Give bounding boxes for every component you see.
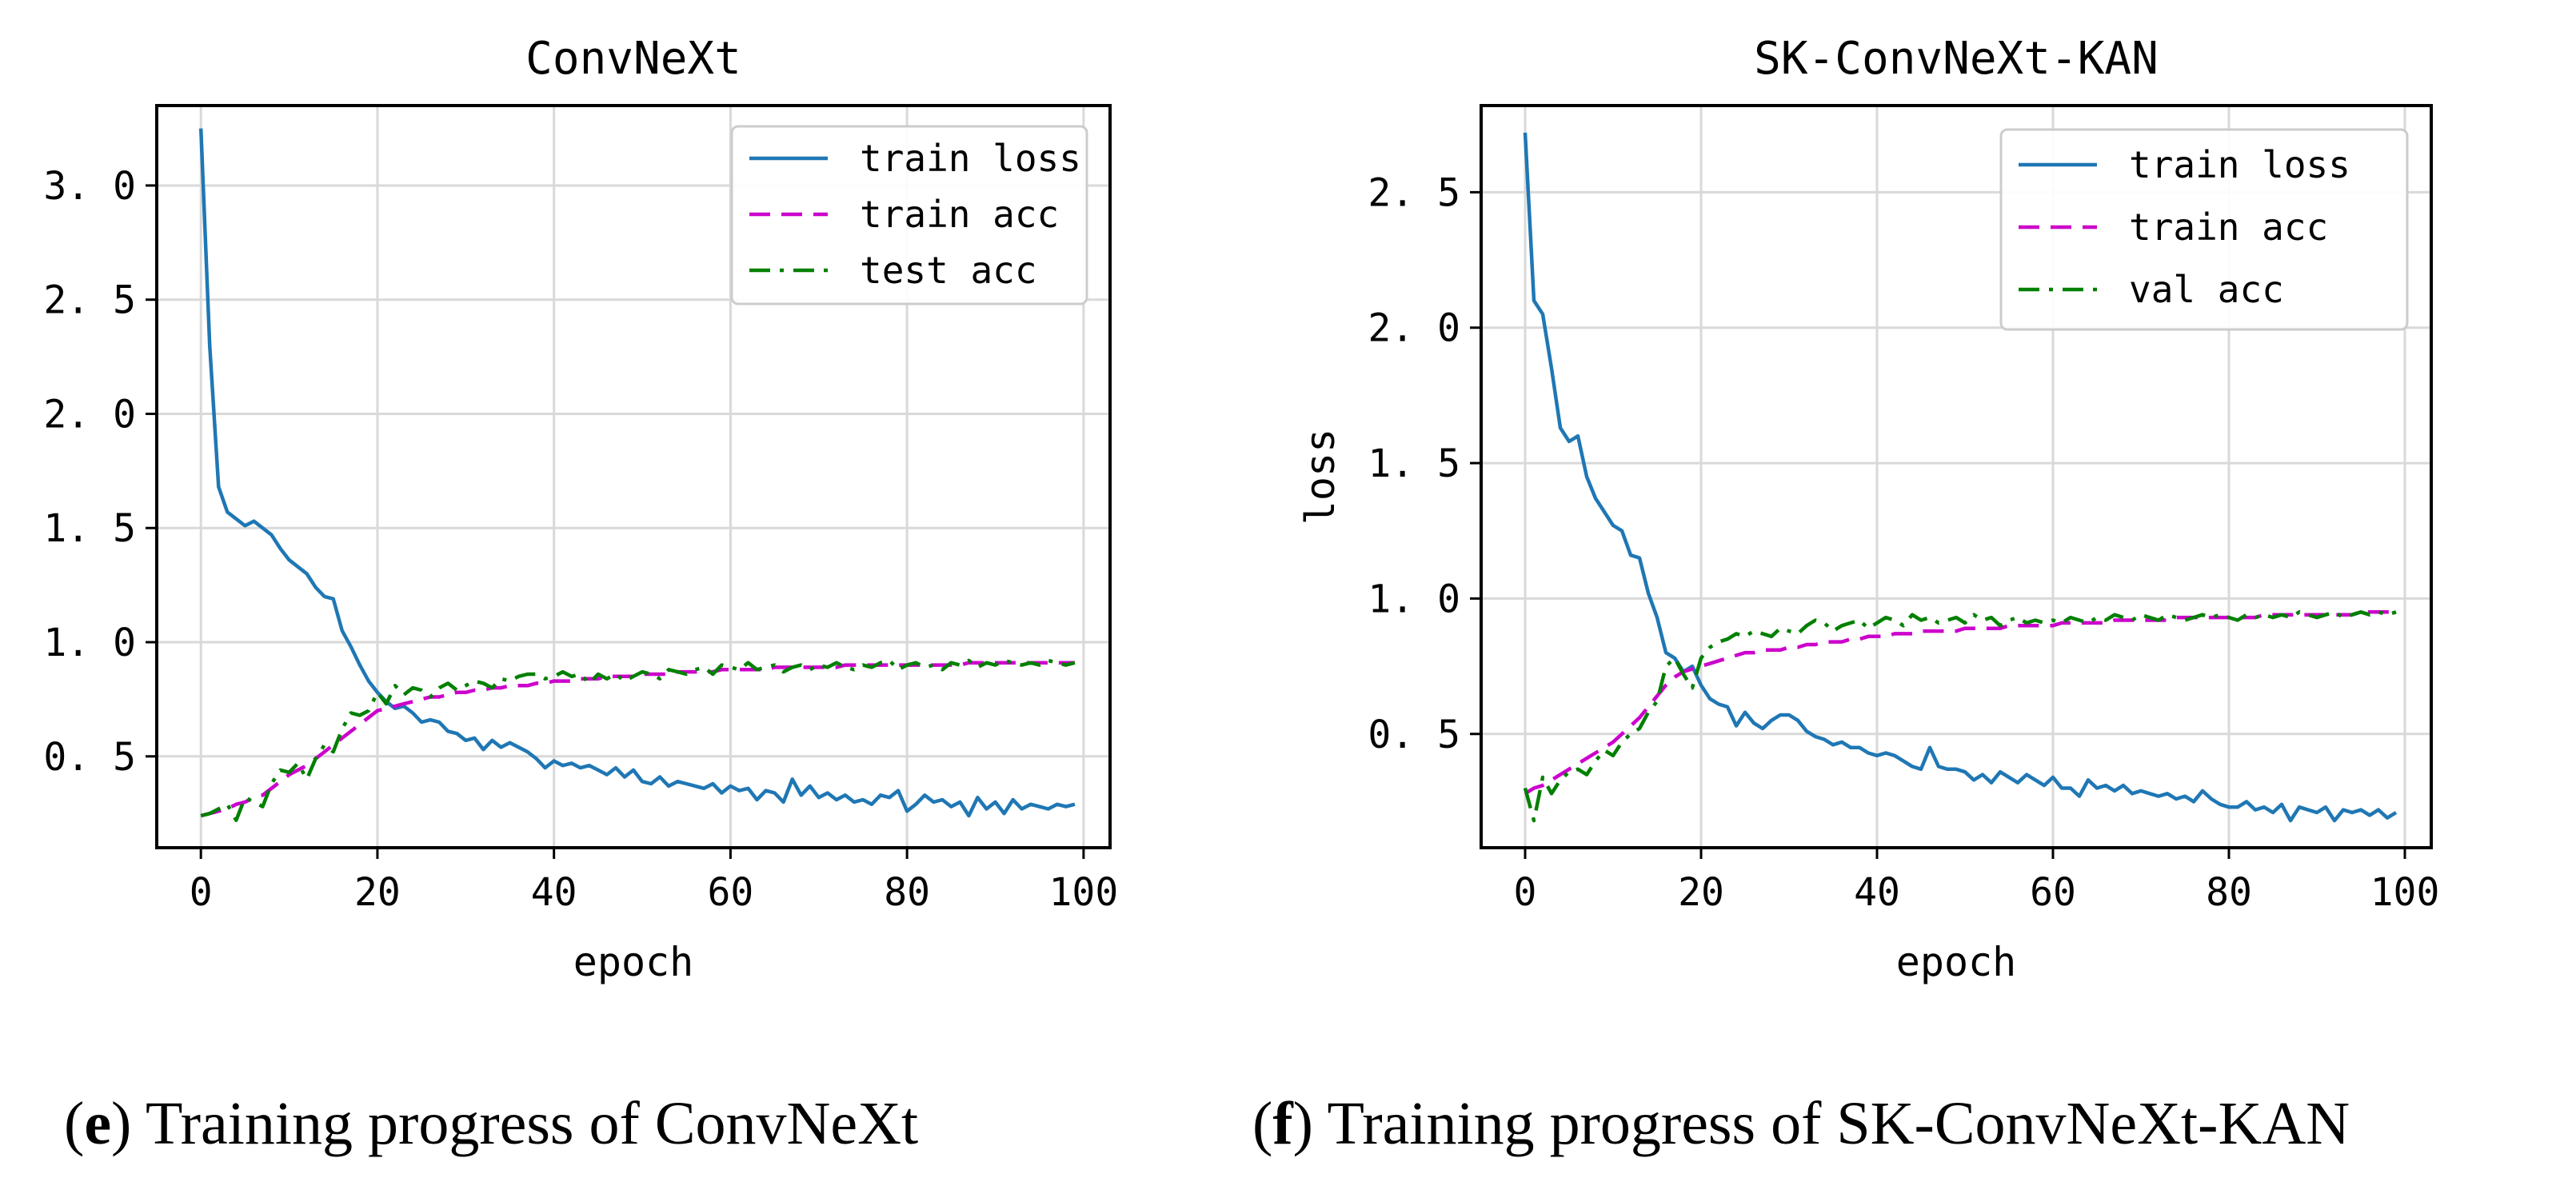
x-axis-label: epoch (1896, 939, 2017, 985)
figure-caption: (f) Training progress of SK-ConvNeXt-KAN (1252, 1090, 2350, 1157)
y-tick-label: 2. 0 (43, 392, 136, 437)
legend-label: test acc (860, 249, 1037, 292)
series-line-test-acc (200, 658, 1076, 822)
legend-label: train loss (860, 137, 1081, 180)
y-tick-label: 2. 5 (43, 278, 136, 323)
y-axis-label: loss (1297, 429, 1344, 525)
legend-label: train loss (2129, 143, 2350, 186)
legend-label: train acc (860, 193, 1059, 236)
y-tick-label: 2. 0 (1368, 306, 1460, 351)
legend-label: val acc (2129, 268, 2284, 311)
caption-text: ) Training progress of ConvNeXt (111, 1090, 918, 1157)
plot-frame (155, 104, 1112, 849)
y-tick-label: 0. 5 (43, 735, 136, 780)
y-tick-label: 2. 5 (1368, 170, 1460, 215)
x-tick-label: 0 (190, 870, 213, 915)
x-tick-label: 40 (531, 870, 577, 915)
series-line-train-acc (1524, 610, 2396, 796)
legend-label: train acc (2129, 206, 2328, 249)
panel-convnext: 0 20 40 60 80 100 0. 5 1. 0 1. 5 2. 0 2. 5 3. 0 Conv… (43, 33, 1118, 1157)
series-line-train-loss (1523, 132, 2398, 823)
x-tick-label: 0 (1514, 870, 1537, 915)
series-line-val-acc (1523, 610, 2397, 823)
legend-box (730, 125, 1088, 305)
x-tick-label: 60 (2030, 870, 2076, 915)
plot-frame (1480, 104, 2433, 849)
caption-open-paren: ( (64, 1090, 84, 1157)
chart-title: ConvNeXt (525, 33, 741, 85)
x-tick-label: 40 (1854, 870, 1900, 915)
y-tick-label: 0. 5 (1368, 713, 1460, 757)
caption-text: ) Training progress of SK-ConvNeXt-KAN (1293, 1090, 2350, 1157)
chart-title: SK-ConvNeXt-KAN (1754, 33, 2159, 85)
x-tick-label: 60 (708, 870, 754, 915)
x-axis-label: epoch (573, 939, 694, 985)
series-line-train-loss (198, 128, 1076, 818)
x-tick-label: 20 (354, 870, 401, 915)
y-tick-label: 1. 5 (43, 506, 136, 551)
panel-sk-convnext-kan: 0 20 40 60 80 100 0. 5 1. 0 1. 5 2. 0 2. 5 SK-ConvN… (1252, 33, 2439, 1157)
x-tick-label: 20 (1678, 870, 1724, 915)
legend-box (1999, 128, 2409, 331)
x-tick-label: 100 (1049, 870, 1119, 915)
caption-open-paren: ( (1252, 1090, 1272, 1157)
caption-letter: f (1272, 1090, 1294, 1157)
caption-letter: e (84, 1090, 111, 1157)
series-line-train-acc (200, 661, 1075, 818)
y-tick-label: 3. 0 (43, 164, 136, 209)
x-tick-label: 80 (884, 870, 930, 915)
y-tick-label: 1. 0 (43, 621, 136, 665)
y-tick-label: 1. 0 (1368, 577, 1460, 621)
x-tick-label: 80 (2206, 870, 2252, 915)
y-tick-label: 1. 5 (1368, 441, 1460, 486)
figure-caption: (e) Training progress of ConvNeXt (64, 1090, 918, 1157)
x-tick-label: 100 (2370, 870, 2440, 915)
